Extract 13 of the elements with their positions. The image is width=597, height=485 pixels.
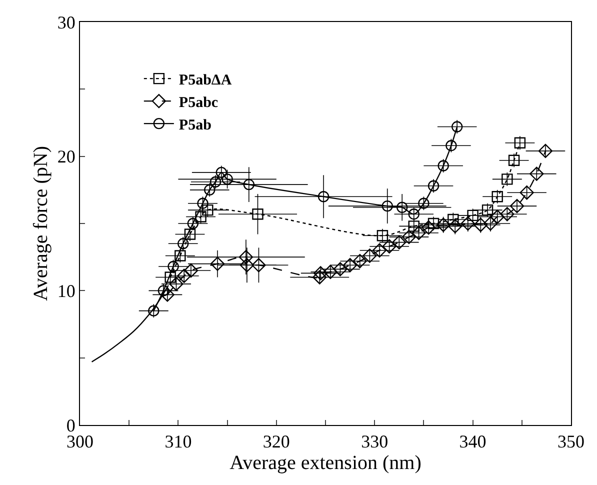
legend-label: P5abΔA bbox=[178, 72, 232, 88]
legend-label: P5abc bbox=[178, 94, 218, 111]
y-tick-label: 20 bbox=[57, 146, 76, 167]
x-tick-label: 340 bbox=[459, 432, 486, 452]
x-axis-title: Average extension (nm) bbox=[230, 452, 422, 474]
y-axis-title: Average force (pN) bbox=[30, 146, 52, 302]
y-tick-label: 30 bbox=[57, 12, 76, 32]
x-tick-label: 350 bbox=[558, 432, 584, 452]
legend-label: P5ab bbox=[178, 117, 212, 134]
x-tick-label: 320 bbox=[262, 432, 290, 452]
x-tick-label: 310 bbox=[164, 432, 192, 452]
y-tick-label: 10 bbox=[57, 280, 76, 301]
x-tick-label: 330 bbox=[361, 432, 388, 452]
